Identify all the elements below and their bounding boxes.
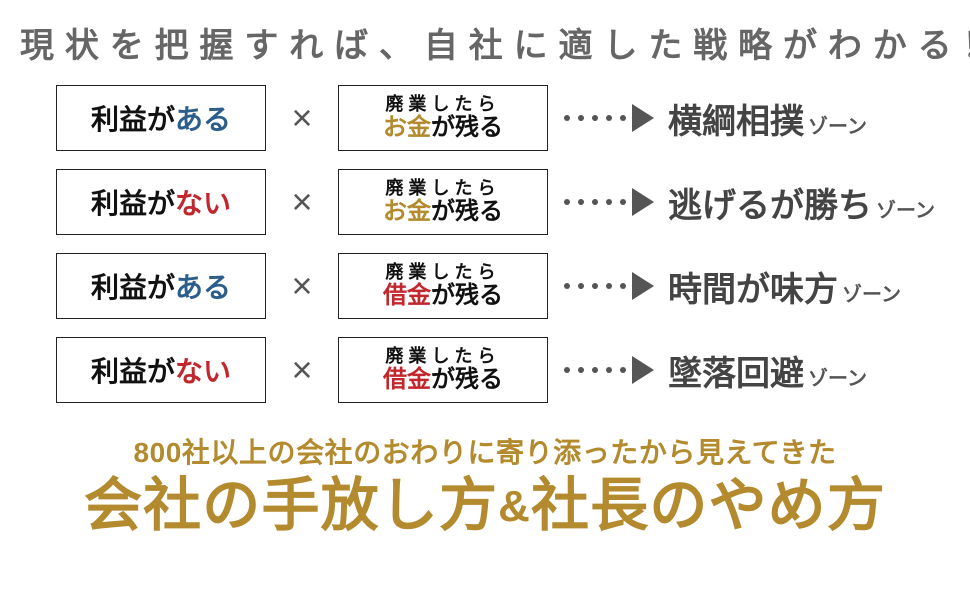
footer-title-left: 会社の手放し方 [84, 473, 498, 538]
multiply-icon: × [266, 268, 338, 304]
profit-value: ある [175, 266, 231, 306]
closure-box: 廃業したら借金が残る [338, 337, 548, 403]
profit-value: ない [175, 350, 231, 390]
zone-suffix: ゾーン [876, 194, 935, 223]
leads-to-dots [564, 367, 626, 373]
dot-icon [592, 367, 598, 373]
matrix-row: 利益がない×廃業したら借金が残る墜落回避ゾーン [56, 337, 950, 403]
profit-box: 利益がない [56, 337, 266, 403]
dot-icon [620, 283, 626, 289]
dot-icon [606, 199, 612, 205]
closure-tail: が残る [431, 198, 503, 225]
dot-icon [620, 199, 626, 205]
closure-box: 廃業したらお金が残る [338, 85, 548, 151]
profit-box: 利益がない [56, 169, 266, 235]
dot-icon [606, 115, 612, 121]
zone-suffix: ゾーン [842, 278, 901, 307]
profit-prefix: 利益が [91, 98, 175, 138]
closure-tail: が残る [431, 114, 503, 141]
footer-title: 会社の手放し方&社長のやめ方 [20, 473, 950, 540]
matrix-row: 利益がある×廃業したら借金が残る時間が味方ゾーン [56, 253, 950, 319]
closure-top: 廃業したら [385, 179, 500, 199]
dot-icon [578, 283, 584, 289]
multiply-icon: × [266, 184, 338, 220]
footer: 800社以上の会社のおわりに寄り添ったから見えてきた 会社の手放し方&社長のやめ… [20, 431, 950, 540]
dot-icon [578, 199, 584, 205]
footer-subtitle: 800社以上の会社のおわりに寄り添ったから見えてきた [20, 431, 950, 471]
zone-name: 横綱相撲 [668, 94, 804, 143]
zone-name: 墜落回避 [668, 346, 804, 395]
dot-icon [606, 283, 612, 289]
dot-icon [564, 199, 570, 205]
closure-value: 借金 [383, 366, 431, 393]
zone-label: 時間が味方ゾーン [668, 262, 901, 311]
closure-tail: が残る [431, 366, 503, 393]
zone-label: 横綱相撲ゾーン [668, 94, 867, 143]
closure-top: 廃業したら [385, 347, 500, 367]
profit-box: 利益がある [56, 85, 266, 151]
leads-to-dots [564, 115, 626, 121]
zone-name: 時間が味方 [668, 262, 838, 311]
arrow-right-icon [632, 188, 656, 216]
closure-tail: が残る [431, 282, 503, 309]
multiply-icon: × [266, 100, 338, 136]
leads-to-dots [564, 283, 626, 289]
zone-label: 逃げるが勝ちゾーン [668, 178, 935, 227]
matrix-row: 利益がある×廃業したらお金が残る横綱相撲ゾーン [56, 85, 950, 151]
zone-suffix: ゾーン [808, 110, 867, 139]
arrow-right-icon [632, 356, 656, 384]
arrow-right-icon [632, 272, 656, 300]
closure-bottom: お金が残る [383, 115, 503, 141]
dot-icon [620, 115, 626, 121]
dot-icon [578, 115, 584, 121]
matrix-row: 利益がない×廃業したらお金が残る逃げるが勝ちゾーン [56, 169, 950, 235]
leads-to-dots [564, 199, 626, 205]
arrow-right-icon [632, 104, 656, 132]
footer-title-amp: & [498, 482, 531, 531]
multiply-icon: × [266, 352, 338, 388]
dot-icon [564, 367, 570, 373]
profit-prefix: 利益が [91, 182, 175, 222]
closure-box: 廃業したら借金が残る [338, 253, 548, 319]
closure-box: 廃業したらお金が残る [338, 169, 548, 235]
footer-title-right: 社長のやめ方 [531, 473, 886, 538]
dot-icon [592, 283, 598, 289]
zone-suffix: ゾーン [808, 362, 867, 391]
zone-name: 逃げるが勝ち [668, 178, 872, 227]
closure-value: 借金 [383, 282, 431, 309]
closure-value: お金 [383, 198, 431, 225]
dot-icon [620, 367, 626, 373]
dot-icon [578, 367, 584, 373]
matrix-rows: 利益がある×廃業したらお金が残る横綱相撲ゾーン利益がない×廃業したらお金が残る逃… [20, 85, 950, 403]
profit-prefix: 利益が [91, 350, 175, 390]
closure-top: 廃業したら [385, 95, 500, 115]
profit-prefix: 利益が [91, 266, 175, 306]
profit-box: 利益がある [56, 253, 266, 319]
closure-bottom: 借金が残る [383, 367, 503, 393]
dot-icon [606, 367, 612, 373]
dot-icon [564, 115, 570, 121]
dot-icon [592, 199, 598, 205]
profit-value: ある [175, 98, 231, 138]
closure-bottom: 借金が残る [383, 283, 503, 309]
zone-label: 墜落回避ゾーン [668, 346, 867, 395]
closure-value: お金 [383, 114, 431, 141]
dot-icon [592, 115, 598, 121]
closure-bottom: お金が残る [383, 199, 503, 225]
profit-value: ない [175, 182, 231, 222]
headline: 現状を把握すれば、自社に適した戦略がわかる！ [20, 18, 950, 67]
dot-icon [564, 283, 570, 289]
closure-top: 廃業したら [385, 263, 500, 283]
